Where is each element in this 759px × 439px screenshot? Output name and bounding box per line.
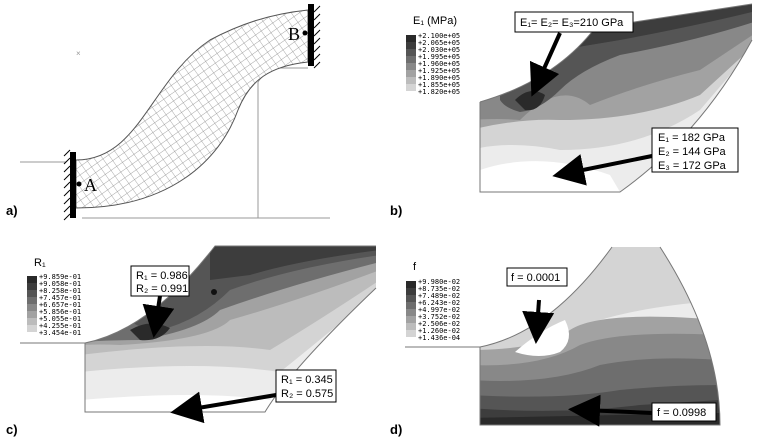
legend-b-title: E₁ (MPa) — [413, 15, 457, 27]
legend-d-v2: +7.489e-02 — [418, 292, 460, 300]
legend-d-v1: +8.735e-02 — [418, 285, 460, 293]
callout-d-top-line1: f = 0.0001 — [511, 272, 560, 284]
callout-d-bottom-arrow — [568, 394, 653, 427]
meshed-pipe — [75, 9, 309, 209]
legend-c-v6: +5.055e-01 — [39, 315, 81, 323]
callout-b-bottom-line1: E₁ = 182 GPa — [658, 132, 726, 144]
wall-left — [63, 149, 76, 221]
legend-d-v6: +2.506e-02 — [418, 320, 460, 328]
callout-b-bottom-line2: E₂ = 144 GPa — [658, 146, 726, 158]
legend-d-swatches — [406, 281, 416, 337]
panel-a-label: a) — [6, 203, 18, 218]
legend-d-title: f — [413, 261, 417, 273]
point-a-marker — [76, 181, 82, 187]
legend-b-v0: +2.100e+05 — [418, 32, 460, 40]
callout-b-top-arrow — [529, 32, 562, 97]
legend-c-v0: +9.859e-01 — [39, 273, 81, 281]
legend-d-v5: +3.752e-02 — [418, 313, 460, 321]
legend-c-swatches — [27, 276, 37, 332]
callout-d-bottom-line1: f = 0.0998 — [657, 407, 706, 419]
legend-b-v5: +1.925e+05 — [418, 67, 460, 75]
legend-b-v4: +1.960e+05 — [418, 60, 460, 68]
legend-d-v4: +4.997e-02 — [418, 306, 460, 314]
legend-c-v3: +7.457e-01 — [39, 294, 81, 302]
legend-d-v7: +1.260e-02 — [418, 327, 460, 335]
callout-b-bottom-box — [651, 127, 739, 173]
legend-d-v8: +1.436e-04 — [418, 334, 460, 342]
point-b-label: B — [288, 24, 300, 44]
legend-b-v8: +1.820e+05 — [418, 88, 460, 96]
legend-b-v2: +2.030e+05 — [418, 46, 460, 54]
callout-c-bottom-box — [275, 369, 337, 403]
callout-c-bottom-arrow — [170, 391, 277, 424]
legend-d-v3: +6.243e-02 — [418, 299, 460, 307]
callout-b-bottom-arrow — [552, 154, 653, 186]
callout-c-top-line1: R₁ = 0.986 — [136, 270, 188, 282]
point-b-marker — [302, 30, 308, 36]
wall-right — [308, 4, 321, 69]
legend-c-v1: +9.058e-01 — [39, 280, 81, 288]
callout-c-bottom-line1: R₁ = 0.345 — [281, 374, 333, 386]
legend-b: E₁ (MPa) +2.100e+05 +2.065e+05 +2.030e+0… — [406, 15, 460, 96]
legend-d-v0: +9.980e-02 — [418, 278, 460, 286]
legend-c-v2: +8.258e-01 — [39, 287, 81, 295]
origin-mark: × — [76, 49, 81, 58]
callout-d-top-arrow — [522, 299, 555, 344]
legend-b-v7: +1.855e+05 — [418, 81, 460, 89]
legend-b-v6: +1.890e+05 — [418, 74, 460, 82]
legend-b-v1: +2.065e+05 — [418, 39, 460, 47]
panel-d: f +9.980e-02 +8.735e-02 +7.489e-02 +6.24… — [390, 246, 721, 437]
panel-c-label: c) — [6, 422, 18, 437]
legend-c-v8: +3.454e-01 — [39, 329, 81, 337]
callout-c-top-arrow — [142, 295, 175, 338]
legend-c-v5: +5.856e-01 — [39, 308, 81, 316]
legend-b-swatches — [406, 35, 416, 91]
callout-c-bottom-line2: R₂ = 0.575 — [281, 388, 333, 400]
legend-b-v3: +1.995e+05 — [418, 53, 460, 61]
panel-b-label: b) — [390, 203, 402, 218]
callout-c-top-line2: R₂ = 0.991 — [136, 283, 188, 295]
legend-c-v7: +4.255e-01 — [39, 322, 81, 330]
panel-b: E₁ (MPa) +2.100e+05 +2.065e+05 +2.030e+0… — [390, 3, 753, 218]
legend-d: f +9.980e-02 +8.735e-02 +7.489e-02 +6.24… — [406, 261, 460, 342]
callout-b-bottom-line3: E₃ = 172 GPa — [658, 160, 727, 172]
callout-b-top-line1: E₁= E₂= E₃=210 GPa — [520, 17, 624, 29]
legend-c-v4: +6.657e-01 — [39, 301, 81, 309]
legend-c-title: R₁ — [34, 257, 46, 269]
callout-d-top-box — [506, 267, 568, 287]
panel-d-label: d) — [390, 422, 402, 437]
point-a-label: A — [84, 175, 97, 195]
legend-c: R₁ +9.859e-01 +9.058e-01 +8.258e-01 +7.4… — [27, 257, 81, 337]
panel-c: R₁ +9.859e-01 +9.058e-01 +8.258e-01 +7.4… — [6, 245, 377, 437]
panel-a: A B × a) — [6, 4, 330, 221]
callout-b-top-box — [514, 11, 634, 33]
